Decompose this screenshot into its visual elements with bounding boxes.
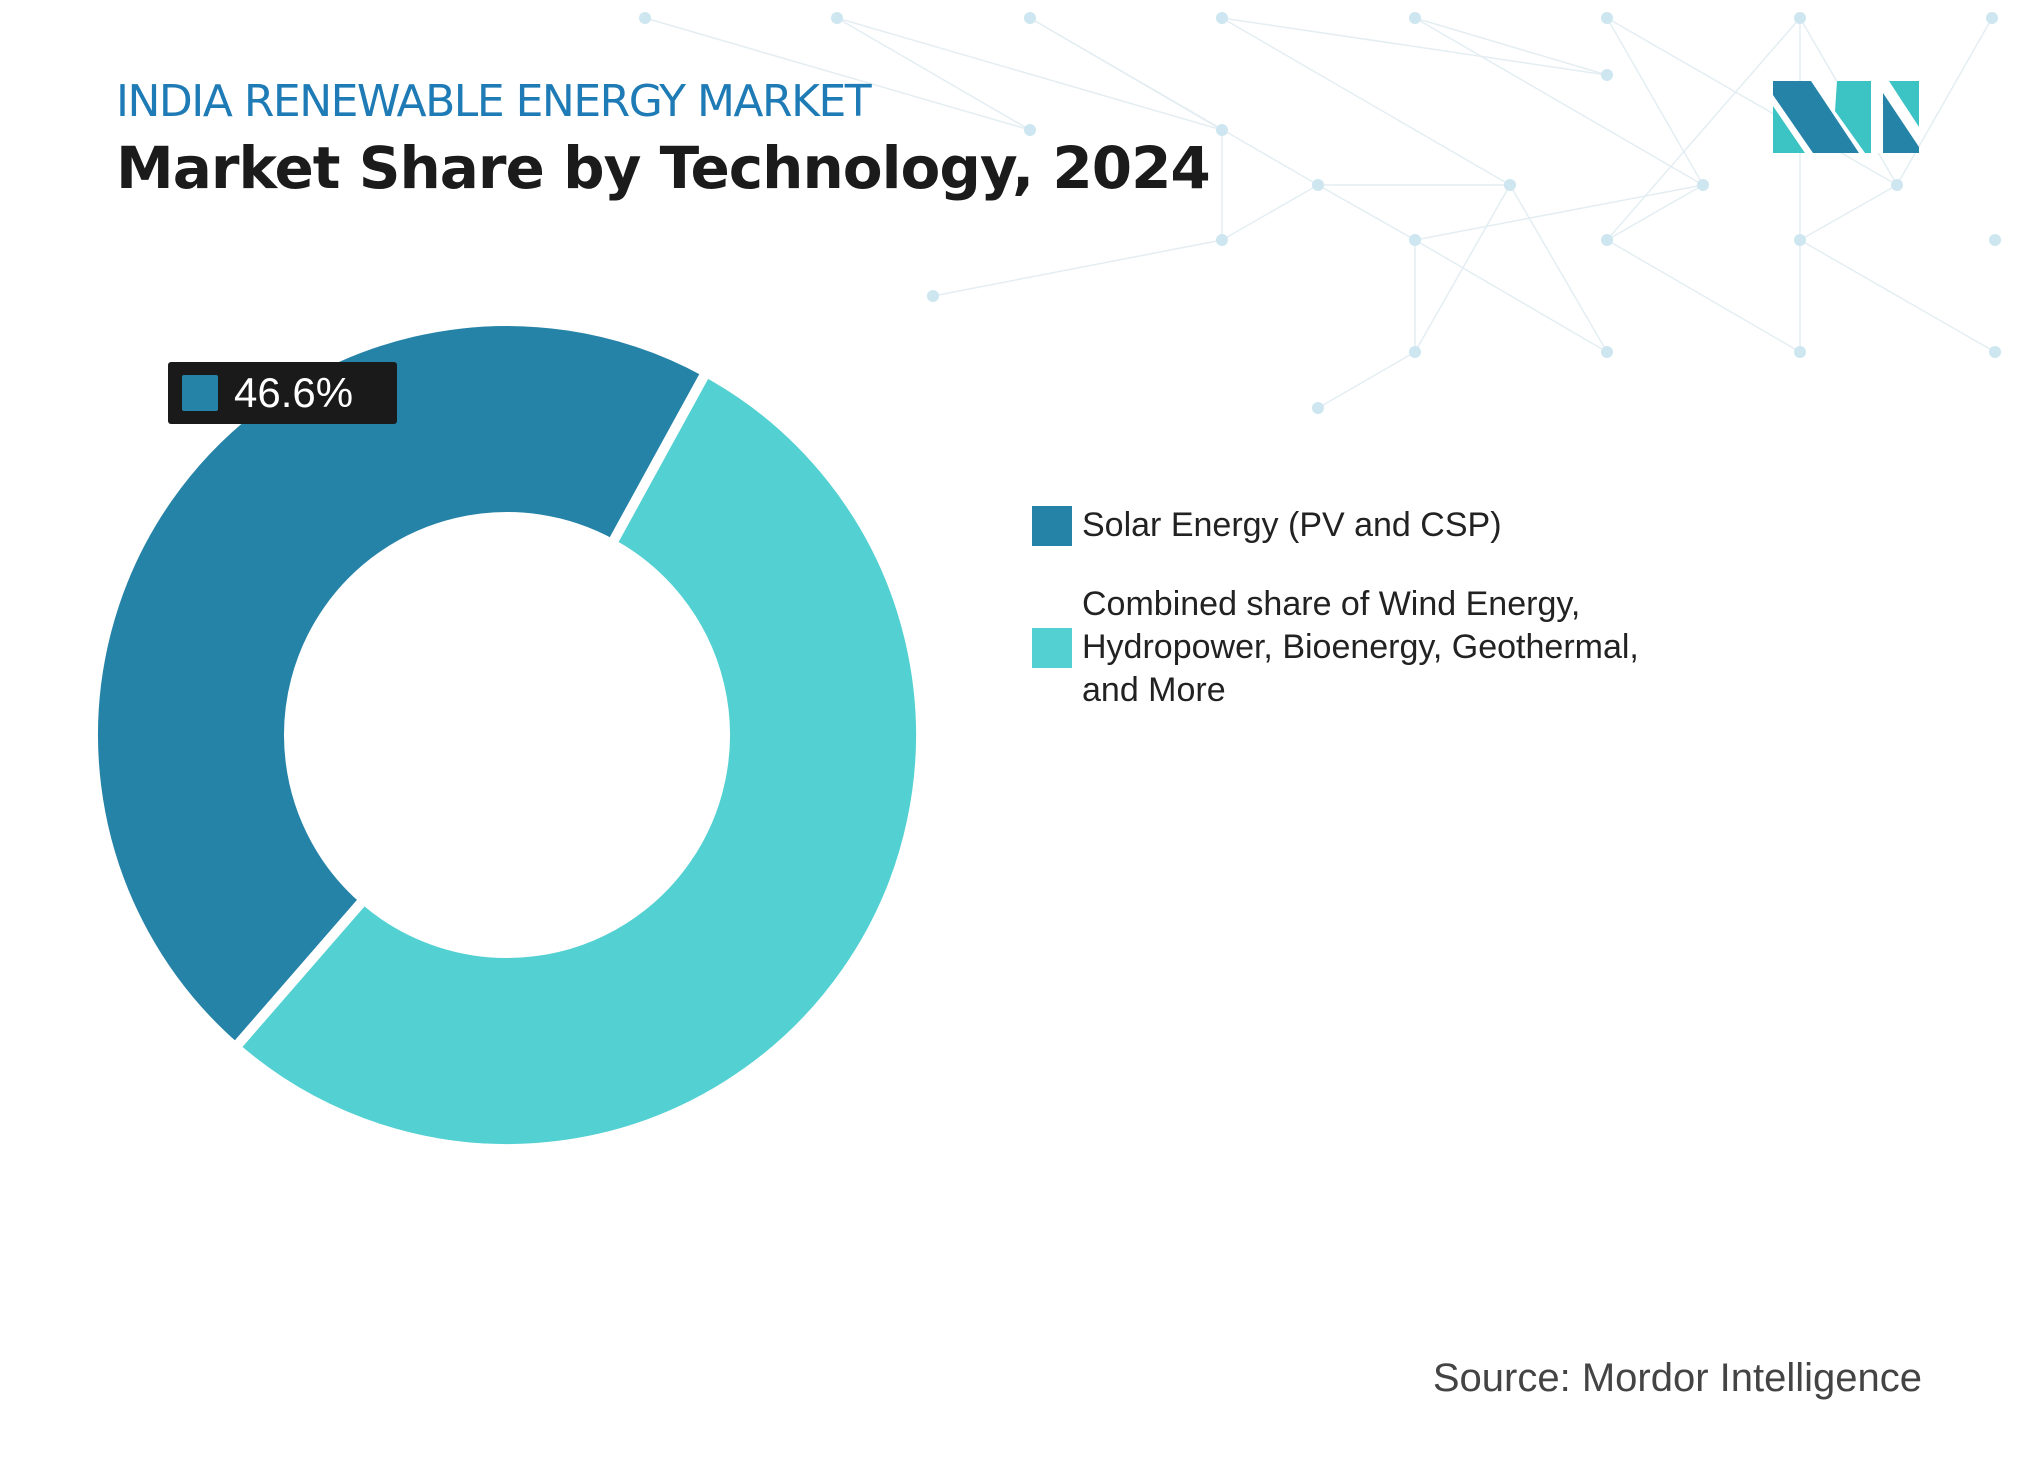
- network-node: [1989, 234, 2001, 246]
- network-line: [836, 17, 1223, 131]
- network-node: [1216, 234, 1228, 246]
- legend-label: Solar Energy (PV and CSP): [1082, 506, 1502, 544]
- network-line: [1799, 184, 1898, 241]
- network-node: [1989, 346, 2001, 358]
- chart-title: Market Share by Technology, 2024: [116, 134, 1211, 202]
- network-node: [1601, 12, 1613, 24]
- network-line: [1221, 184, 1319, 241]
- network-line: [1317, 184, 1416, 241]
- donut-slice-other: [228, 365, 926, 1154]
- network-node: [1986, 12, 1998, 24]
- legend-item-solar: Solar Energy (PV and CSP): [1032, 504, 1732, 547]
- data-label-solar: 46.6%: [168, 362, 397, 424]
- legend-item-other: Combined share of Wind Energy, Hydropowe…: [1032, 583, 1672, 712]
- network-line: [1414, 239, 1608, 353]
- network-node: [1601, 69, 1613, 81]
- network-line: [1414, 17, 1704, 186]
- network-line: [1221, 17, 1511, 186]
- legend-swatch-solar: [1032, 505, 1072, 546]
- network-node: [1024, 12, 1036, 24]
- network-line: [1606, 17, 1898, 186]
- chart-subtitle: INDIA RENEWABLE ENERGY MARKET: [116, 76, 872, 127]
- network-line: [1414, 184, 1704, 241]
- network-line: [1606, 239, 1801, 353]
- network-node: [1409, 346, 1421, 358]
- network-node: [1601, 234, 1613, 246]
- network-node: [1312, 402, 1324, 414]
- source-note: Source: Mordor Intelligence: [1432, 1356, 1922, 1400]
- network-node: [1024, 124, 1036, 136]
- legend-swatch-other: [1032, 627, 1072, 668]
- network-node: [1794, 234, 1806, 246]
- network-line: [1317, 351, 1416, 409]
- network-node: [1891, 179, 1903, 191]
- network-node: [831, 12, 843, 24]
- network-line: [644, 17, 1031, 131]
- network-node: [1409, 234, 1421, 246]
- network-node: [1216, 12, 1228, 24]
- network-node: [1216, 124, 1228, 136]
- network-node: [1794, 12, 1806, 24]
- network-line: [932, 239, 1223, 297]
- network-line: [1606, 184, 1704, 241]
- network-node: [1312, 179, 1324, 191]
- mordor-logo-icon: [1773, 81, 1919, 153]
- network-node: [927, 290, 939, 302]
- network-line: [1221, 17, 1608, 76]
- network-node: [639, 12, 651, 24]
- network-line: [1799, 239, 1996, 353]
- network-line: [1606, 17, 1704, 186]
- network-line: [1414, 17, 1608, 76]
- network-line: [836, 17, 1031, 131]
- donut-slice-solar: [88, 316, 713, 1055]
- network-node: [1697, 179, 1709, 191]
- network-node: [1409, 12, 1421, 24]
- network-node: [1794, 346, 1806, 358]
- network-node: [1601, 346, 1613, 358]
- network-line: [1029, 17, 1319, 186]
- legend-label: Combined share of Wind Energy, Hydropowe…: [1082, 585, 1639, 709]
- network-line: [1509, 184, 1608, 353]
- network-node: [1504, 179, 1516, 191]
- network-line: [1606, 17, 1801, 241]
- data-label-value: 46.6%: [234, 369, 354, 416]
- network-line: [1896, 17, 1993, 186]
- data-label-swatch: [182, 375, 218, 411]
